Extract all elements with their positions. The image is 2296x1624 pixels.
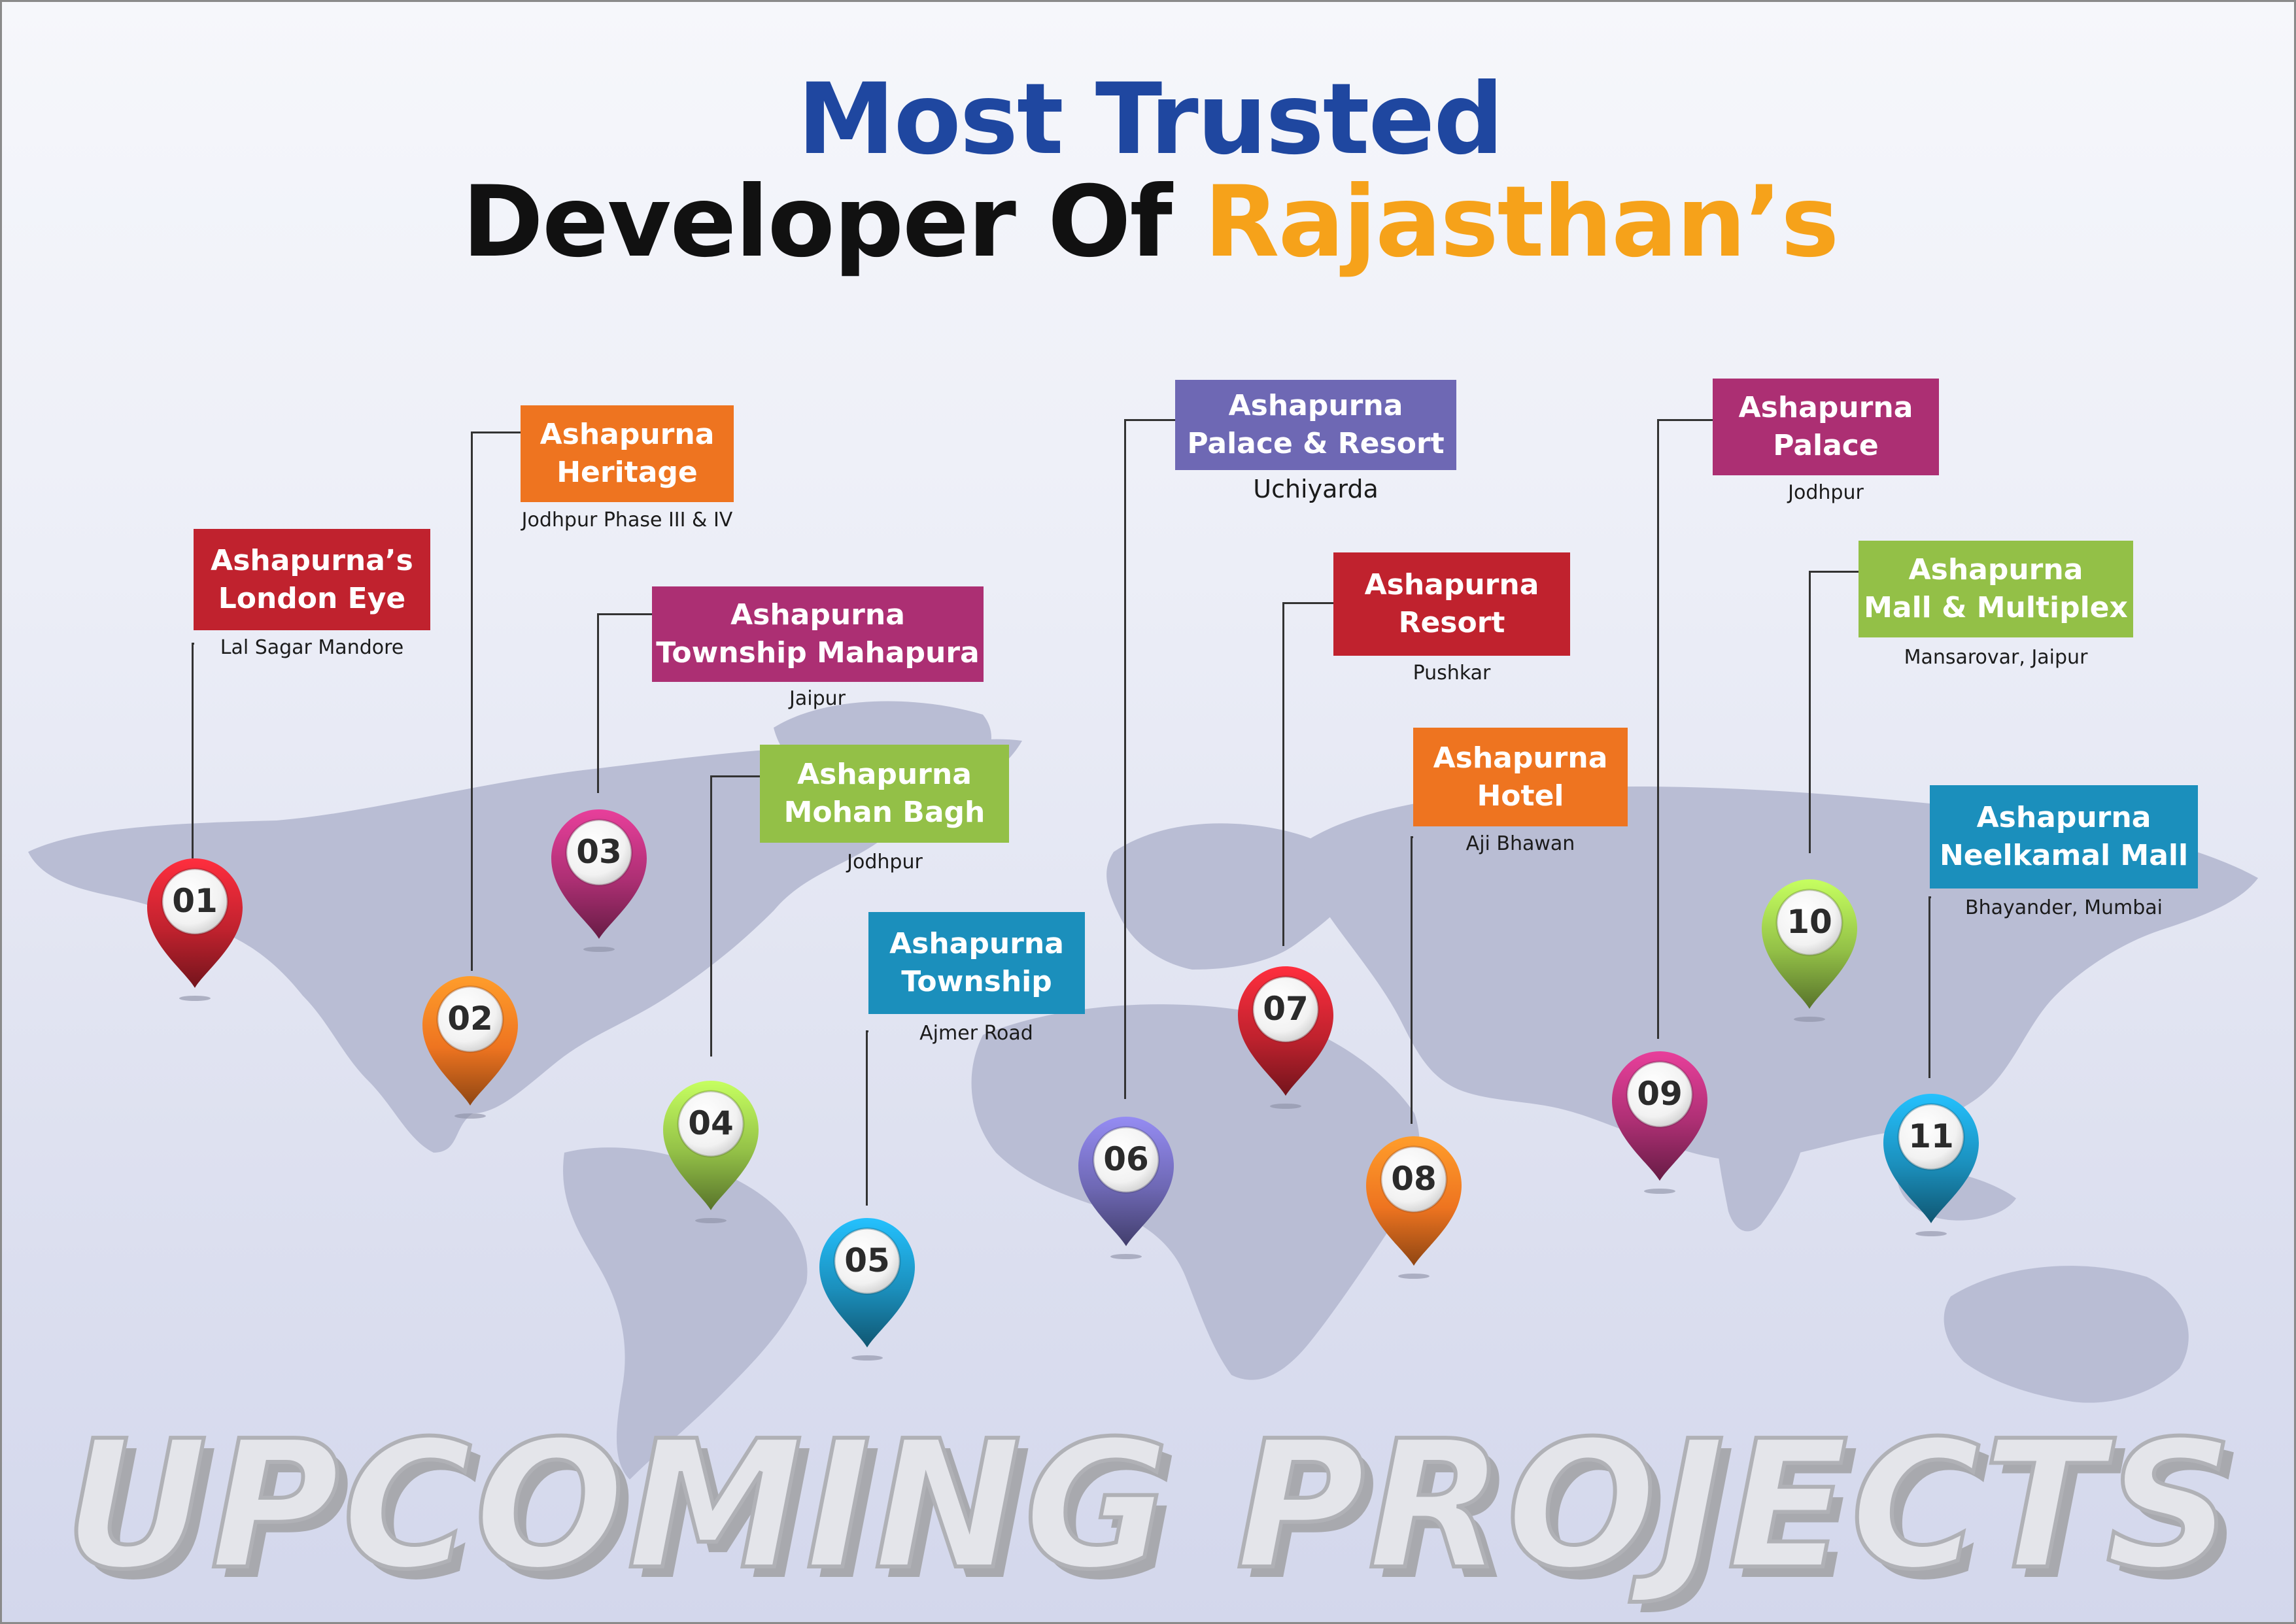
project-name-line1: Ashapurna <box>730 598 905 632</box>
project-label: Ashapurna Mall & Multiplex <box>1859 541 2133 637</box>
map-pin-icon: 01 <box>139 852 250 1002</box>
pin-number: 03 <box>576 833 622 871</box>
project-label: Ashapurna Township Mahapura <box>652 586 984 682</box>
project-location: Jodhpur <box>1788 481 1864 504</box>
pin-number: 01 <box>172 882 218 920</box>
pin-number: 11 <box>1908 1117 1954 1155</box>
project-name-line1: Ashapurna <box>1908 553 2083 586</box>
project-name-line2: Mohan Bagh <box>783 796 985 829</box>
leader-line <box>866 1030 868 1206</box>
project-label: Ashapurna Palace & Resort <box>1175 380 1456 470</box>
leader-line <box>1411 836 1413 1124</box>
leader-line <box>1282 602 1333 946</box>
project-label: Ashapurna Resort <box>1333 552 1570 656</box>
new-zealand-shape <box>2131 1342 2168 1382</box>
project-label: Ashapurna Township <box>868 912 1085 1014</box>
project-name-line1: Ashapurna <box>797 758 972 791</box>
project-label: Ashapurna Neelkamal Mall <box>1930 785 2198 888</box>
project-name-line2: Township Mahapura <box>656 636 980 669</box>
project-name-line1: Ashapurna <box>540 418 715 451</box>
map-pin-icon: 08 <box>1358 1130 1469 1280</box>
project-name-line2: Palace <box>1773 429 1879 462</box>
pin-number: 02 <box>447 1000 493 1038</box>
project-name-line1: Ashapurna’s <box>211 543 413 577</box>
pin-number: 07 <box>1263 990 1309 1028</box>
project-location: Jodhpur <box>847 851 923 873</box>
project-name-line1: Ashapurna <box>1364 568 1539 601</box>
project-location: Jodhpur Phase III & IV <box>521 509 733 532</box>
pin-number: 05 <box>844 1242 890 1279</box>
project-name-line2: Township <box>901 965 1052 998</box>
project-name-line2: Mall & Multiplex <box>1864 591 2128 624</box>
project-name-line1: Ashapurna <box>1738 391 1913 424</box>
map-pin-icon: 11 <box>1876 1087 1987 1238</box>
africa-shape <box>971 1004 1420 1380</box>
pin-number: 10 <box>1787 903 1832 941</box>
project-name-line1: Ashapurna <box>1228 389 1403 422</box>
project-label: Ashapurna Hotel <box>1413 728 1628 826</box>
project-location: Pushkar <box>1413 662 1491 685</box>
map-pin-icon: 09 <box>1604 1045 1715 1195</box>
project-label: Ashapurna Mohan Bagh <box>760 745 1009 843</box>
project-label: Ashapurna Palace <box>1713 379 1939 475</box>
leader-line <box>192 643 194 858</box>
leader-line <box>1657 419 1713 1039</box>
map-pin-icon: 07 <box>1230 960 1341 1110</box>
map-pin-icon: 03 <box>543 803 655 953</box>
project-label: Ashapurna Heritage <box>521 405 734 502</box>
project-location: Uchiyarda <box>1253 475 1379 503</box>
project-name-line2: Resort <box>1398 606 1505 639</box>
map-pin-icon: 05 <box>812 1211 923 1362</box>
project-name-line2: Heritage <box>557 456 698 489</box>
project-name-line1: Ashapurna <box>1433 741 1608 775</box>
leader-line <box>1124 419 1175 1099</box>
pin-number: 09 <box>1637 1075 1683 1113</box>
map-pin-icon: 06 <box>1071 1110 1182 1260</box>
pin-number: 06 <box>1103 1140 1149 1178</box>
project-name-line1: Ashapurna <box>1976 801 2151 834</box>
leader-line <box>471 431 521 971</box>
project-name-line1: Ashapurna <box>889 927 1064 960</box>
title-prefix: Developer Of <box>462 165 1205 279</box>
leader-line <box>710 775 760 1057</box>
title-accent: Rajasthan’s <box>1204 165 1839 279</box>
project-location: Ajmer Road <box>919 1022 1033 1045</box>
pin-number: 08 <box>1391 1160 1437 1198</box>
pin-number: 04 <box>688 1104 734 1142</box>
title-line-2: Developer Of Rajasthan’s <box>2 165 2294 280</box>
project-name-line2: London Eye <box>218 581 406 615</box>
europe-shape <box>1106 823 1362 970</box>
upcoming-projects-watermark: UPCOMING PROJECTS <box>62 1402 2236 1608</box>
leader-line <box>597 613 652 793</box>
south-america-shape <box>563 1147 808 1480</box>
project-label: Ashapurna’s London Eye <box>194 529 430 630</box>
map-pin-icon: 04 <box>655 1074 766 1225</box>
project-location: Aji Bhawan <box>1465 832 1575 855</box>
project-location: Lal Sagar Mandore <box>220 636 404 659</box>
leader-line <box>1928 896 1931 1078</box>
project-name-line2: Hotel <box>1477 779 1564 813</box>
title-line-1: Most Trusted <box>797 63 1503 177</box>
australia-shape <box>1944 1266 2189 1403</box>
project-name-line2: Neelkamal Mall <box>1939 839 2189 872</box>
map-pin-icon: 02 <box>415 970 526 1120</box>
map-pin-icon: 10 <box>1754 873 1865 1023</box>
project-name-line2: Palace & Resort <box>1187 427 1445 460</box>
leader-line <box>1809 571 1859 853</box>
project-location: Jaipur <box>789 687 846 710</box>
project-location: Bhayander, Mumbai <box>1965 896 2163 919</box>
india-shape <box>1715 1111 1807 1232</box>
project-location: Mansarovar, Jaipur <box>1904 646 2088 669</box>
